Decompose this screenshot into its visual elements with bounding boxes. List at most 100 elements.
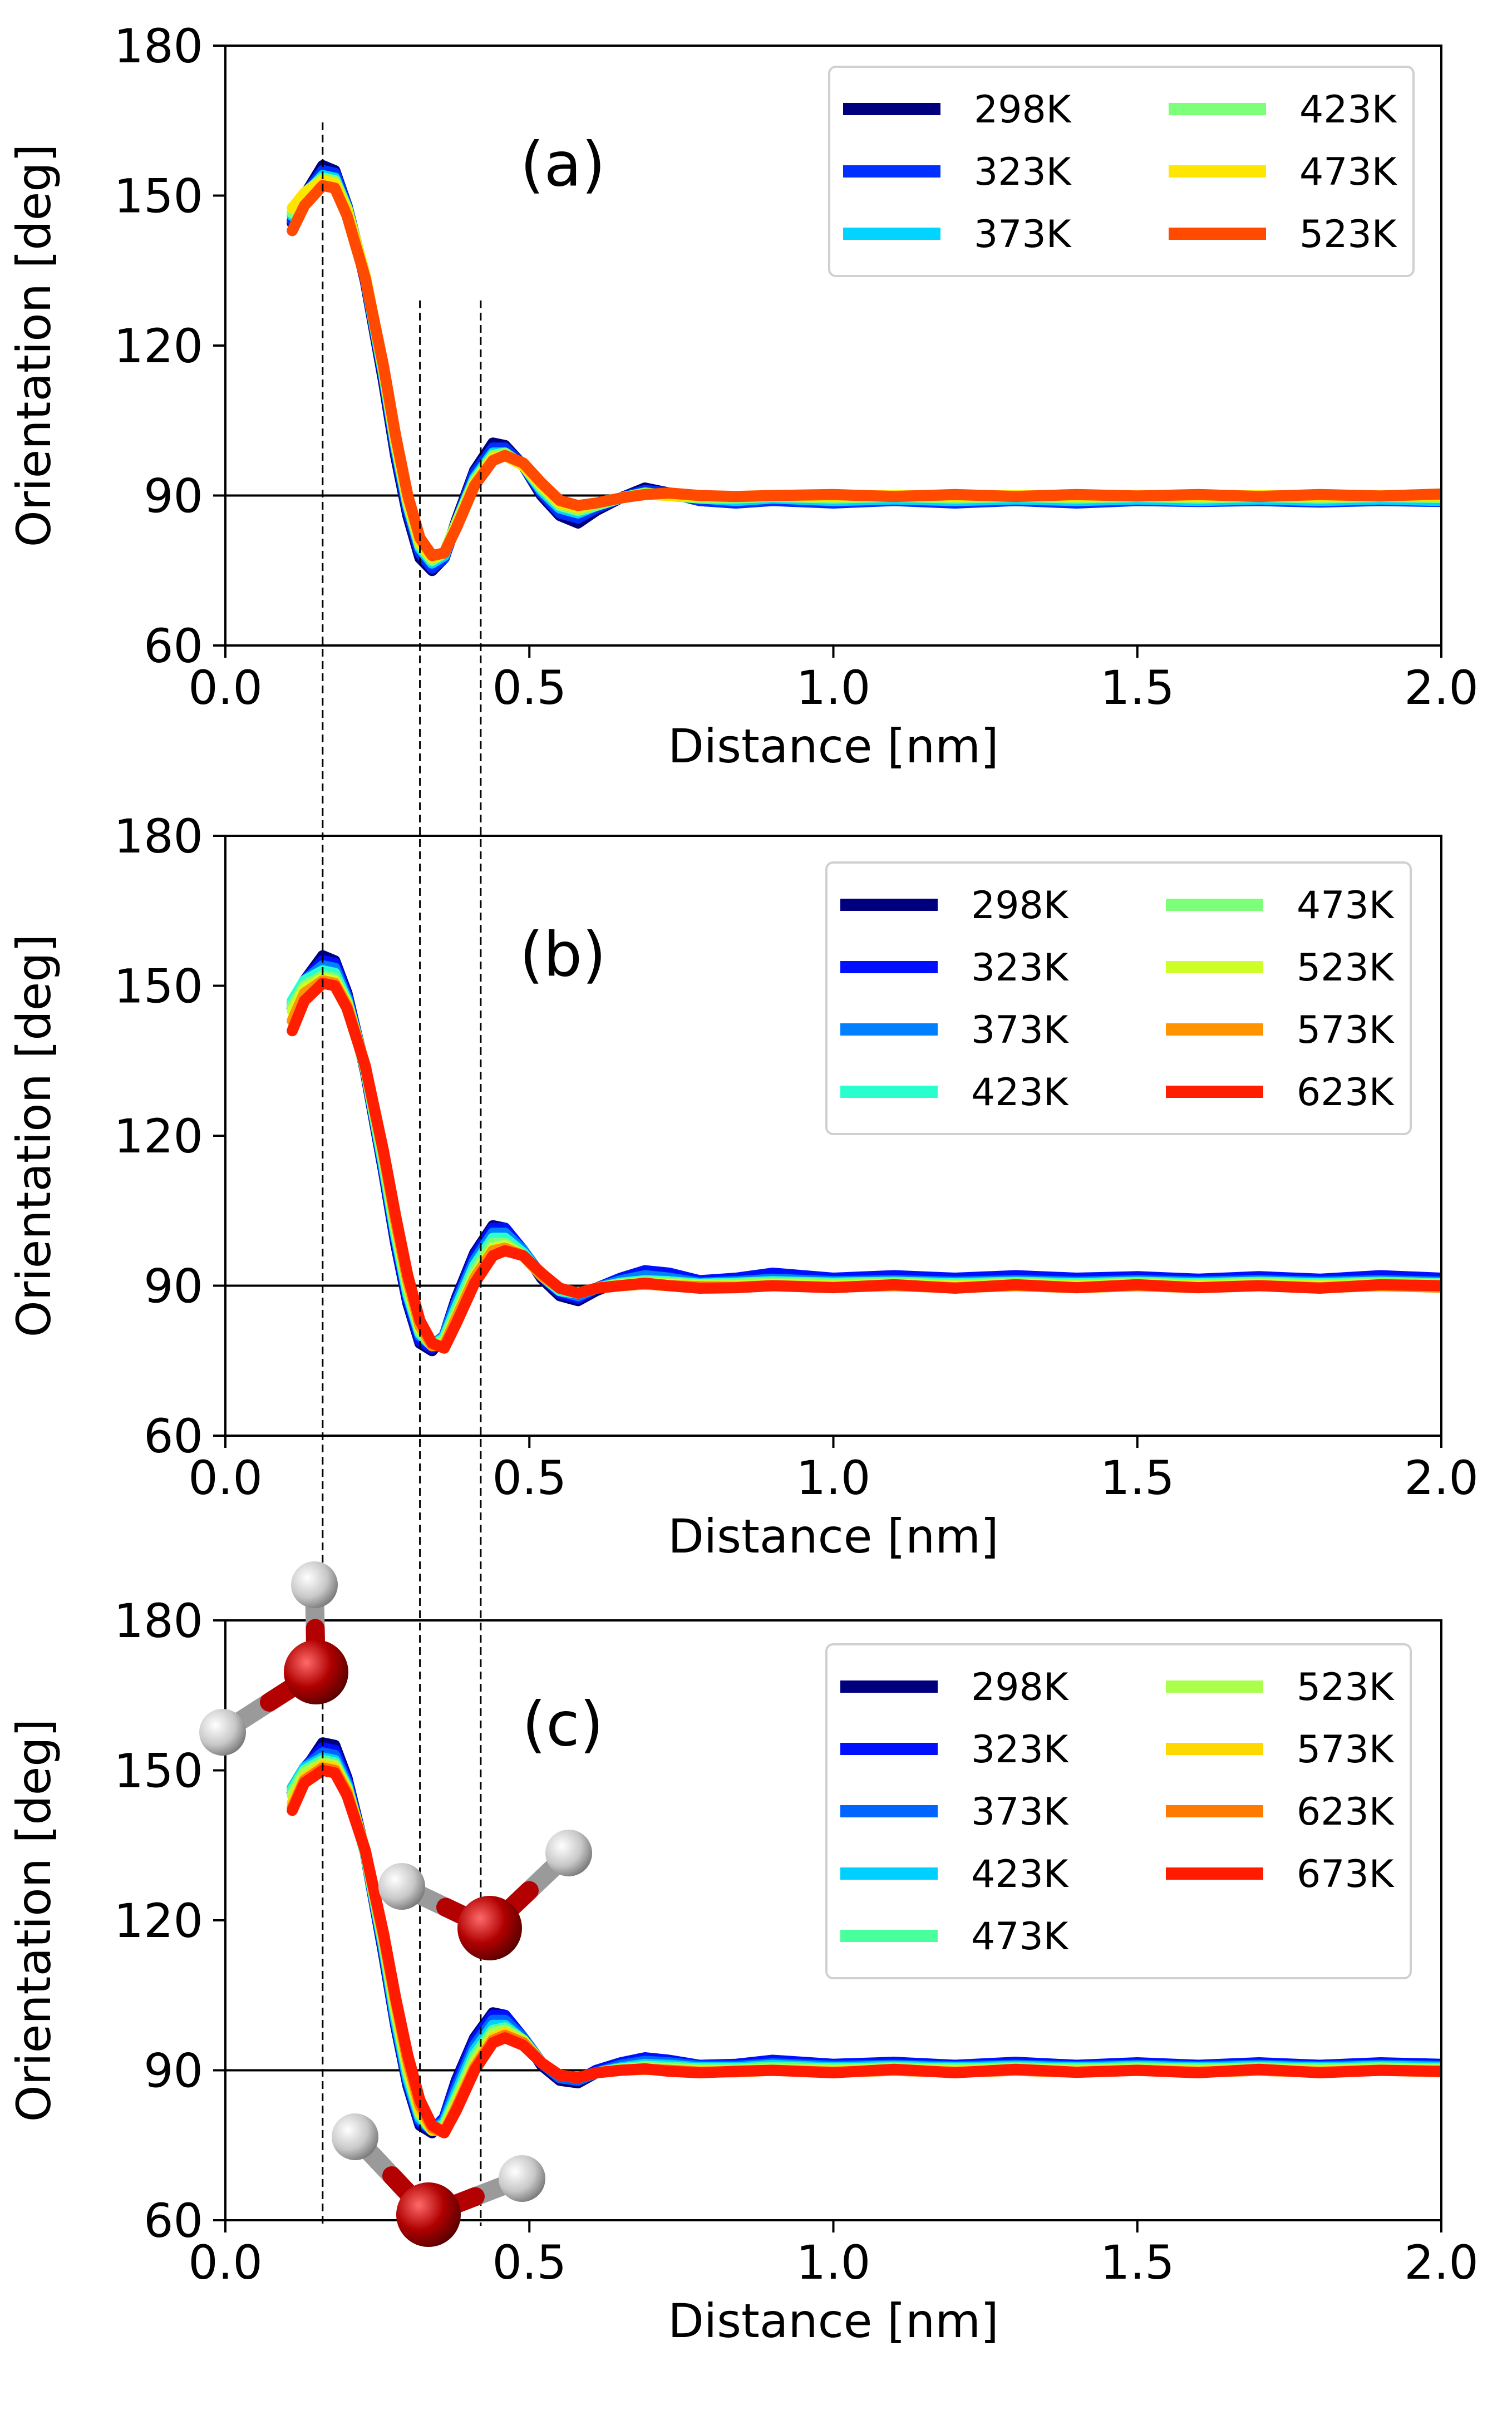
water-molecule-icon	[378, 1830, 592, 1960]
x-tick-label: 2.0	[1404, 1451, 1479, 1505]
panel-c: 0.0 0.5 1.0 1.5 2.0 60 90 120 150 180 Distance [nm…	[7, 1594, 1479, 2348]
panel-label: (a)	[520, 129, 605, 200]
x-tick-label: 1.0	[796, 2235, 871, 2290]
series-line-673K	[287, 1765, 1441, 2138]
y-tick-label: 60	[144, 1409, 203, 1463]
legend-box	[825, 861, 1412, 1135]
legend-item-423K: 423K	[840, 1071, 1070, 1115]
legend-label: 423K	[971, 1852, 1070, 1896]
series-group	[287, 950, 1441, 1357]
legend-label: 323K	[971, 1728, 1070, 1772]
legend-label: 573K	[1297, 1008, 1395, 1052]
legend-item-473K: 473K	[1169, 150, 1398, 194]
legend-label: 373K	[971, 1008, 1070, 1052]
x-tick-label: 0.5	[492, 661, 567, 715]
series-group	[287, 160, 1441, 576]
y-tick-label: 150	[114, 169, 203, 224]
y-tick-label: 180	[114, 809, 203, 864]
legend-label: 673K	[1297, 1852, 1395, 1896]
legend-item-323K: 323K	[840, 1728, 1070, 1772]
legend-label: 323K	[971, 946, 1070, 990]
x-tick-label: 1.0	[796, 1451, 871, 1505]
y-tick-label: 180	[114, 19, 203, 73]
legend: 298K 323K 373K 423K 473K 523K	[828, 66, 1415, 277]
legend-item-373K: 373K	[840, 1790, 1070, 1834]
y-tick-label: 120	[114, 1109, 203, 1164]
legend-item-373K: 373K	[840, 1008, 1070, 1052]
x-tick-label: 0.5	[492, 2235, 567, 2290]
legend-label: 623K	[1297, 1071, 1395, 1115]
legend-item-623K: 623K	[1166, 1790, 1395, 1834]
water-molecule-icon	[199, 1561, 348, 1756]
x-tick-label: 0.0	[188, 661, 263, 715]
legend-item-298K: 298K	[843, 88, 1072, 132]
water-molecule-icon	[332, 2113, 545, 2247]
series-line-623K	[287, 978, 1441, 1354]
legend-label: 523K	[1297, 1665, 1395, 1709]
legend-item-623K: 623K	[1166, 1071, 1395, 1115]
y-tick-label: 60	[144, 2194, 203, 2248]
legend-label: 373K	[971, 1790, 1070, 1834]
y-tick-label: 120	[114, 319, 203, 373]
legend-label: 523K	[1299, 213, 1398, 257]
legend-item-573K: 573K	[1166, 1008, 1395, 1052]
y-axis-label: Orientation [deg]	[7, 144, 61, 548]
legend-label: 373K	[974, 213, 1072, 257]
legend-label: 623K	[1297, 1790, 1395, 1834]
x-axis-label: Distance [nm]	[668, 719, 999, 773]
legend-label: 473K	[1299, 150, 1398, 194]
x-tick-label: 2.0	[1404, 661, 1479, 715]
panel-label: (b)	[520, 919, 607, 990]
legend-label: 298K	[971, 1665, 1070, 1709]
y-axis-label: Orientation [deg]	[7, 934, 61, 1338]
legend-item-298K: 298K	[840, 1665, 1070, 1709]
legend-item-423K: 423K	[840, 1852, 1070, 1896]
molecule-icons	[199, 1561, 592, 2247]
series-line-523K	[287, 180, 1441, 561]
panel-label: (c)	[522, 1689, 603, 1760]
legend-label: 323K	[974, 150, 1072, 194]
legend-label: 298K	[971, 884, 1070, 928]
legend-item-323K: 323K	[840, 946, 1070, 990]
legend-label: 423K	[1299, 88, 1398, 132]
legend-box	[825, 1643, 1412, 1979]
y-axis-label: Orientation [deg]	[7, 1719, 61, 2122]
x-tick-label: 0.0	[188, 2235, 263, 2290]
panel-a: 0.0 0.5 1.0 1.5 2.0 60 90 120 150 180 Distance [nm…	[7, 19, 1479, 773]
y-tick-label: 120	[114, 1894, 203, 1948]
legend-item-523K: 523K	[1169, 213, 1398, 257]
x-tick-label: 1.5	[1100, 1451, 1175, 1505]
y-tick-label: 150	[114, 959, 203, 1014]
legend: 298K 323K 373K 423K 473K 523K 573K 623K 673K	[825, 1643, 1412, 1979]
y-tick-label: 90	[144, 2044, 203, 2098]
legend-label: 473K	[1297, 884, 1395, 928]
x-tick-label: 0.0	[188, 1451, 263, 1505]
legend-label: 473K	[971, 1915, 1070, 1959]
y-tick-label: 180	[114, 1594, 203, 1648]
y-tick-label: 90	[144, 469, 203, 524]
y-tick-label: 90	[144, 1259, 203, 1314]
legend-item-473K: 473K	[840, 1915, 1070, 1959]
x-axis-label: Distance [nm]	[668, 1509, 999, 1564]
legend-box	[828, 66, 1415, 277]
legend-item-473K: 473K	[1166, 884, 1395, 928]
panels: 0.0 0.5 1.0 1.5 2.0 60 90 120 150 180 Distance [nm…	[7, 19, 1479, 2348]
panel-b: 0.0 0.5 1.0 1.5 2.0 60 90 120 150 180 Distance [nm…	[7, 809, 1479, 1564]
legend-label: 423K	[971, 1071, 1070, 1115]
x-tick-label: 0.5	[492, 1451, 567, 1505]
legend-item-523K: 523K	[1166, 946, 1395, 990]
y-tick-label: 150	[114, 1744, 203, 1798]
legend-item-573K: 573K	[1166, 1728, 1395, 1772]
y-tick-label: 60	[144, 619, 203, 673]
series-group	[287, 1737, 1441, 2138]
legend-item-523K: 523K	[1166, 1665, 1395, 1709]
x-tick-label: 1.5	[1100, 661, 1175, 715]
legend-label: 523K	[1297, 946, 1395, 990]
legend-item-423K: 423K	[1169, 88, 1398, 132]
legend-item-673K: 673K	[1166, 1852, 1395, 1896]
legend-item-298K: 298K	[840, 884, 1070, 928]
x-tick-label: 1.5	[1100, 2235, 1175, 2290]
legend-item-373K: 373K	[843, 213, 1072, 257]
x-tick-label: 2.0	[1404, 2235, 1479, 2290]
